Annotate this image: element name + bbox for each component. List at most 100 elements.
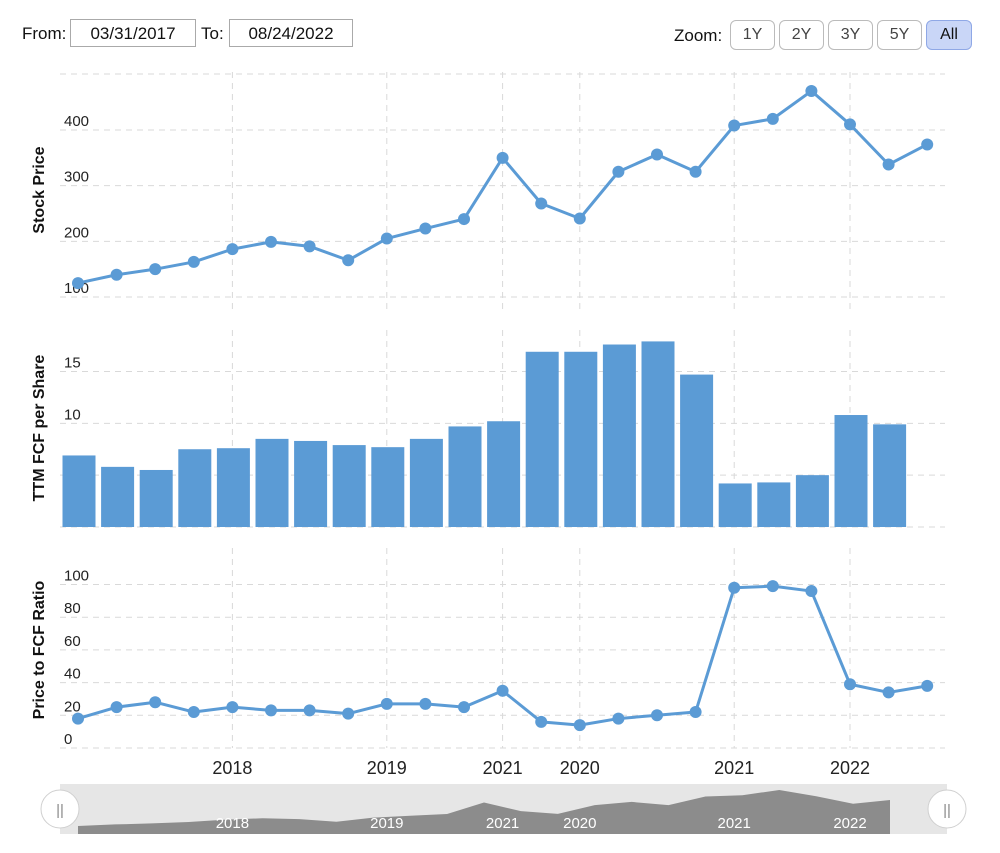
data-point — [303, 240, 316, 253]
data-point — [573, 212, 586, 225]
bar — [178, 449, 212, 527]
zoom-all-button[interactable]: All — [926, 20, 972, 50]
navigator-label: 2018 — [216, 815, 249, 832]
data-point — [303, 704, 316, 717]
data-point — [496, 151, 509, 164]
data-point — [342, 707, 355, 720]
data-point — [612, 712, 625, 725]
zoom-2y-button[interactable]: 2Y — [779, 20, 824, 50]
bar — [718, 483, 752, 527]
y-tick-label: 10 — [64, 406, 81, 423]
y-tick-label: 0 — [64, 731, 72, 748]
data-point — [149, 263, 162, 276]
y-tick-label: 20 — [64, 698, 81, 715]
data-point — [612, 165, 625, 178]
data-point — [110, 701, 123, 714]
data-point — [342, 254, 355, 267]
from-label: From: — [22, 24, 67, 43]
navigator-label: 2019 — [370, 815, 403, 832]
x-tick-label: 2018 — [212, 758, 252, 778]
data-point — [419, 222, 432, 235]
y-tick-label: 80 — [64, 600, 81, 617]
y-tick-label: 60 — [64, 633, 81, 650]
navigator[interactable]: 2018 2019 2021 2020 2021 2022 || || — [40, 784, 967, 834]
bar — [680, 374, 714, 527]
navigator-label: 2021 — [718, 815, 751, 832]
to-label: To: — [201, 24, 224, 43]
bar — [62, 455, 96, 527]
data-point — [226, 701, 239, 714]
bar — [834, 415, 868, 527]
data-point — [573, 719, 586, 732]
x-tick-label: 2022 — [830, 758, 870, 778]
x-axis: 2018 2019 2021 2020 2021 2022 — [212, 758, 870, 778]
left-handle-grip: || — [56, 802, 64, 819]
data-point — [535, 715, 548, 728]
navigator-left-handle[interactable]: || — [40, 789, 80, 829]
data-point — [651, 709, 663, 722]
data-point — [728, 581, 741, 594]
bar — [757, 482, 791, 527]
bar — [255, 438, 289, 527]
data-point — [72, 277, 84, 290]
right-handle-grip: || — [943, 802, 951, 819]
data-point — [689, 706, 702, 719]
bar — [371, 447, 405, 527]
data-point — [805, 585, 818, 598]
data-point — [844, 118, 856, 131]
bar — [101, 466, 135, 527]
right-handle-circle — [927, 789, 967, 829]
navigator-label: 2021 — [486, 815, 519, 832]
bar — [795, 475, 829, 527]
data-point — [535, 197, 548, 210]
bar — [641, 341, 675, 527]
data-point — [149, 696, 162, 709]
data-point — [728, 119, 741, 132]
data-point — [226, 243, 239, 256]
navigator-series-area — [78, 790, 890, 834]
zoom-5y-button[interactable]: 5Y — [877, 20, 922, 50]
data-point — [496, 684, 509, 697]
y-axis-label: Price to FCF Ratio — [31, 580, 48, 719]
x-tick-label: 2021 — [483, 758, 523, 778]
bar — [525, 351, 559, 527]
navigator-label: 2022 — [833, 815, 866, 832]
y-axis-label: Stock Price — [31, 146, 48, 233]
from-date-input[interactable]: 03/31/2017 — [70, 19, 196, 47]
data-point — [458, 701, 470, 714]
data-point — [72, 712, 84, 725]
data-point — [380, 232, 393, 245]
y-tick-label: 400 — [64, 113, 89, 130]
bar — [487, 421, 521, 527]
bar — [139, 469, 173, 527]
zoom-1y-button[interactable]: 1Y — [730, 20, 775, 50]
data-point — [689, 165, 702, 178]
y-tick-label: 40 — [64, 666, 81, 683]
data-point — [458, 213, 470, 226]
bar — [448, 426, 482, 527]
data-point — [882, 686, 895, 699]
fcf-per-share-panel: 051015TTM FCF per Share — [31, 330, 945, 528]
bar — [564, 351, 598, 527]
price-to-fcf-panel: 0 20 40 60 80 100 Price to FCF Ratio — [31, 548, 945, 749]
y-tick-label: 15 — [64, 354, 81, 371]
x-tick-label: 2020 — [560, 758, 600, 778]
navigator-label: 2020 — [563, 815, 596, 832]
x-tick-label: 2019 — [367, 758, 407, 778]
y-tick-label: 200 — [64, 224, 89, 241]
zoom-label: Zoom: — [674, 26, 723, 45]
data-point — [187, 706, 200, 719]
zoom-3y-button[interactable]: 3Y — [828, 20, 873, 50]
data-point — [882, 158, 895, 171]
bar — [873, 424, 907, 527]
to-date-input[interactable]: 08/24/2022 — [229, 19, 353, 47]
bar — [332, 445, 366, 527]
data-point — [419, 697, 432, 710]
stock-price-panel: 100200300400Stock Price — [31, 72, 945, 310]
y-axis-label: TTM FCF per Share — [31, 355, 48, 502]
navigator-right-handle[interactable]: || — [927, 789, 967, 829]
x-tick-label: 2021 — [714, 758, 754, 778]
y-tick-label: 100 — [64, 568, 89, 585]
left-handle-circle — [40, 789, 80, 829]
